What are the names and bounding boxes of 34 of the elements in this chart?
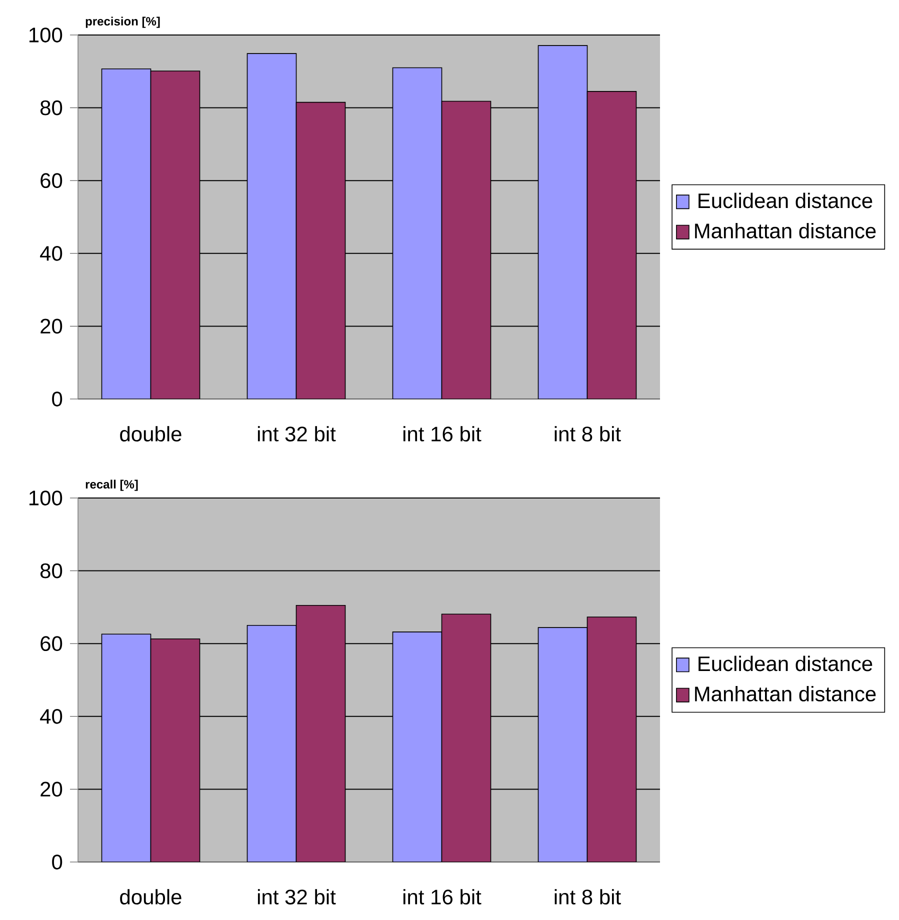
y-tick-label: 40 — [40, 708, 62, 724]
x-tick-label: double — [120, 426, 182, 442]
y-tick-label: 60 — [40, 173, 62, 188]
y-tick-label: 100 — [29, 490, 62, 506]
y-tick-label: 60 — [40, 636, 62, 652]
y-tick-label: 0 — [52, 392, 62, 406]
bar — [150, 638, 200, 862]
y-tick-label: 80 — [40, 563, 62, 578]
y-tick-label: 20 — [40, 782, 62, 797]
bar — [296, 604, 346, 862]
x-tick-label: double — [120, 889, 182, 905]
bar — [150, 70, 200, 399]
bar — [441, 614, 492, 862]
x-tick-label: int 8 bit — [554, 889, 621, 905]
y-tick-label: 40 — [40, 246, 62, 261]
legend-label: Euclidean distance — [698, 192, 872, 208]
bar — [586, 91, 637, 399]
legend-label: Euclidean distance — [698, 656, 872, 672]
legend-label: Manhattan distance — [695, 222, 876, 238]
y-axis-title: precision [%] — [86, 16, 160, 28]
legend-label: Manhattan distance — [695, 686, 876, 702]
y-tick-label: 80 — [40, 100, 62, 116]
y-tick-label: 0 — [52, 854, 62, 870]
y-axis-title: recall [%] — [86, 480, 138, 491]
y-tick-label: 20 — [40, 318, 62, 334]
x-tick-label: int 16 bit — [403, 889, 482, 905]
x-tick-label: int 8 bit — [554, 426, 621, 442]
x-tick-label: int 32 bit — [258, 426, 336, 442]
x-tick-label: int 32 bit — [258, 889, 336, 905]
bar — [586, 616, 637, 862]
bar — [296, 102, 346, 399]
x-tick-label: int 16 bit — [403, 426, 482, 442]
bar — [441, 100, 492, 399]
y-tick-label: 100 — [29, 28, 62, 42]
